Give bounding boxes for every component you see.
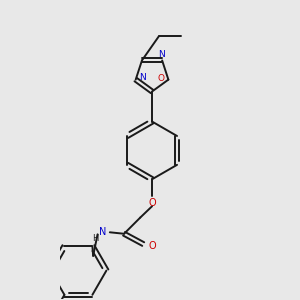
Text: N: N bbox=[99, 227, 106, 237]
Text: O: O bbox=[148, 241, 156, 251]
Text: N: N bbox=[158, 50, 165, 59]
Text: O: O bbox=[148, 198, 156, 208]
Text: H: H bbox=[92, 234, 99, 243]
Text: O: O bbox=[158, 74, 165, 83]
Text: N: N bbox=[139, 73, 146, 82]
